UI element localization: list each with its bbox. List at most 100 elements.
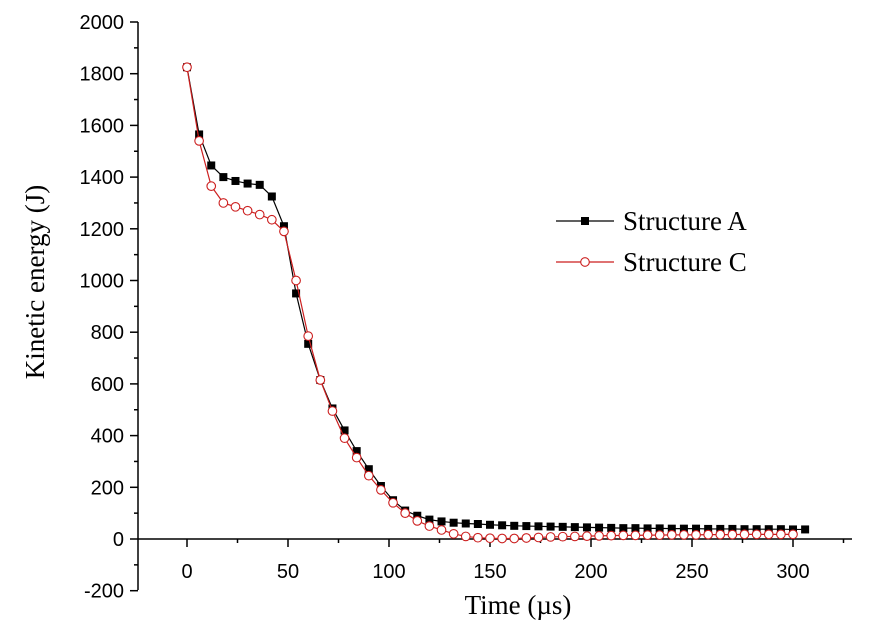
x-ticks: 0 50 100 150 200 250 300 [181, 539, 845, 583]
data-point [376, 485, 386, 495]
legend: Structure A Structure C [556, 206, 747, 277]
x-tick-label: 200 [574, 561, 607, 583]
x-tick-label: 0 [181, 561, 192, 583]
data-point [449, 518, 458, 527]
y-tick-label: 200 [91, 477, 124, 499]
y-axis-title: Kinetic energy (J) [20, 185, 50, 379]
data-point [569, 531, 580, 542]
series-layer [182, 62, 810, 544]
data-point [558, 522, 567, 531]
y-tick-label: -200 [84, 581, 124, 603]
data-point [631, 524, 640, 533]
data-point [267, 192, 276, 201]
data-point [182, 62, 192, 73]
data-point [351, 452, 362, 463]
data-point [413, 511, 422, 520]
axes [137, 22, 852, 590]
data-point [400, 508, 411, 519]
data-point [704, 524, 713, 533]
data-point [655, 524, 664, 533]
data-point [303, 331, 314, 341]
y-tick-label: 400 [91, 426, 124, 448]
data-point [340, 426, 349, 435]
data-point [510, 521, 519, 530]
data-point [230, 201, 241, 212]
data-point [486, 520, 494, 529]
y-tick-label: 1200 [80, 219, 125, 241]
y-tick-label: 1000 [80, 271, 125, 293]
data-point [291, 275, 301, 286]
data-point [473, 532, 483, 543]
legend-marker-structure-c [580, 257, 590, 267]
data-point [485, 533, 495, 544]
data-point [692, 524, 701, 533]
data-point [728, 524, 737, 533]
data-point [304, 339, 313, 348]
legend-label-structure-c: Structure C [623, 247, 747, 277]
data-point [363, 470, 374, 481]
data-point [339, 433, 350, 444]
data-point [764, 525, 773, 534]
data-point [667, 524, 676, 533]
y-tick-label: 1400 [80, 167, 125, 189]
data-point [582, 523, 591, 532]
data-point [498, 521, 507, 530]
x-axis-title: Time (µs) [465, 590, 572, 620]
data-point [425, 515, 434, 524]
data-point [740, 525, 749, 534]
data-point [715, 529, 726, 540]
data-point [546, 522, 555, 531]
data-point [424, 521, 435, 531]
data-point [582, 531, 592, 542]
data-point [752, 525, 761, 534]
data-point [218, 198, 229, 208]
data-point [789, 525, 797, 534]
data-point [219, 173, 228, 182]
data-point [607, 523, 616, 532]
data-point [679, 530, 689, 540]
data-point [801, 525, 810, 534]
data-point [243, 179, 252, 188]
data-point [242, 205, 253, 216]
y-tick-label: 600 [91, 374, 124, 396]
data-point [776, 525, 785, 534]
data-point [654, 530, 665, 540]
data-point [606, 530, 617, 541]
data-point [207, 161, 216, 170]
data-point [594, 531, 604, 541]
x-tick-label: 250 [675, 561, 708, 583]
legend-marker-structure-a [581, 217, 589, 225]
data-point [279, 222, 288, 231]
data-point [327, 406, 338, 416]
data-point [619, 524, 628, 533]
data-point [412, 516, 423, 526]
data-point [716, 524, 725, 533]
data-point [751, 529, 762, 540]
data-point [315, 375, 326, 385]
data-point [630, 530, 641, 541]
data-point [509, 533, 520, 544]
data-point [618, 530, 629, 541]
data-point [521, 533, 532, 543]
y-ticks: -200 0 200 400 600 800 1000 1200 1400 1600 1800 200… [80, 12, 138, 603]
data-point [788, 529, 798, 540]
data-point [460, 531, 471, 542]
data-point [461, 519, 470, 528]
data-point [534, 522, 543, 531]
data-point [254, 209, 265, 220]
data-point [195, 130, 204, 139]
data-point [522, 522, 531, 531]
data-point [497, 533, 507, 544]
y-tick-label: 1600 [80, 115, 125, 137]
series-structure-c [182, 62, 798, 544]
data-point [266, 214, 277, 225]
series-line [186, 67, 793, 540]
data-point [642, 530, 653, 540]
data-point [763, 529, 774, 540]
data-point [255, 180, 264, 189]
legend-label-structure-a: Structure A [623, 206, 747, 236]
data-point [739, 529, 750, 540]
data-point [691, 530, 701, 540]
series-line [186, 67, 806, 531]
